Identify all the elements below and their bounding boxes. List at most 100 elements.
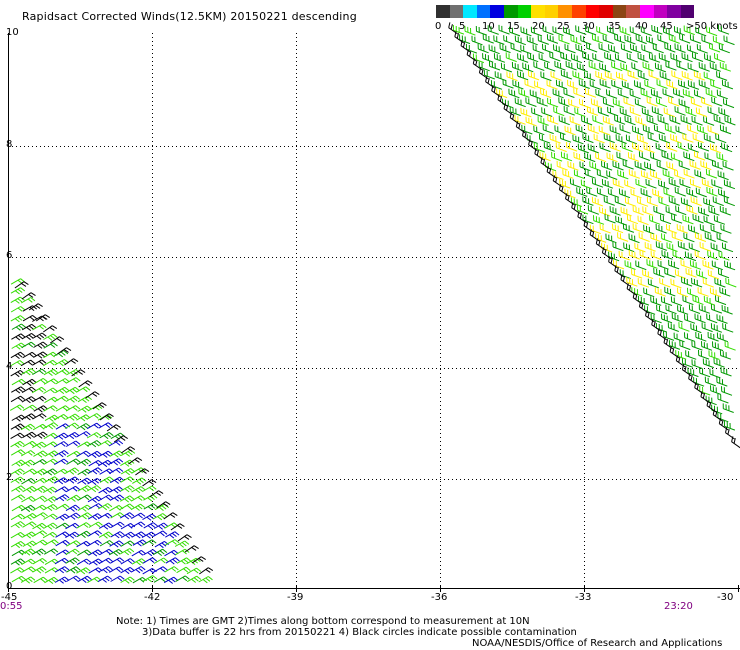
wind-barb: [691, 277, 703, 288]
wind-barb: [32, 423, 48, 431]
wind-barb: [656, 97, 668, 108]
wind-barb: [21, 323, 37, 331]
wind-barb: [661, 150, 673, 161]
wind-barb: [21, 386, 37, 394]
wind-barb: [698, 79, 710, 90]
wind-barb: [506, 71, 518, 82]
wind-barb: [602, 116, 614, 126]
wind-barb: [163, 512, 178, 520]
wind-barb: [681, 70, 693, 81]
wind-barb: [582, 196, 594, 206]
wind-barb: [54, 359, 69, 367]
wind-barb: [595, 233, 607, 243]
wind-barb: [21, 368, 36, 376]
wind-barb: [554, 60, 566, 71]
wind-barb: [152, 548, 168, 556]
wind-barb: [661, 233, 673, 243]
scale-label: 30: [582, 21, 595, 32]
wind-barb: [552, 26, 564, 36]
wind-barb: [20, 504, 36, 513]
wind-barb: [55, 539, 70, 547]
wind-barb: [690, 196, 702, 207]
wind-barb: [724, 340, 736, 351]
wind-barb: [22, 440, 37, 448]
x-tick-label: -45: [1, 592, 18, 603]
wind-barb: [20, 423, 36, 431]
wind-barb: [568, 98, 580, 109]
wind-barb: [702, 277, 714, 288]
wind-barb: [642, 124, 654, 135]
wind-barb: [558, 115, 570, 126]
wind-barb: [640, 188, 652, 198]
wind-barb: [44, 476, 60, 484]
wind-barb: [152, 530, 168, 537]
wind-barb: [603, 133, 615, 144]
wind-barb: [532, 44, 544, 54]
wind-barb: [77, 485, 92, 493]
wind-barb: [143, 494, 158, 502]
wind-barb: [76, 450, 91, 458]
wind-barb: [718, 24, 730, 35]
wind-barb: [663, 331, 675, 341]
wind-barb: [692, 295, 704, 305]
wind-barb: [606, 25, 619, 36]
wind-barb: [77, 395, 93, 403]
wind-barb: [143, 549, 158, 557]
wind-barb: [546, 34, 559, 44]
wind-barb: [723, 196, 735, 207]
wind-barb: [666, 79, 678, 90]
wind-barb: [153, 566, 168, 573]
wind-barb: [21, 495, 36, 503]
wind-barb: [696, 44, 708, 54]
wind-barb: [66, 450, 82, 458]
wind-barb: [98, 450, 113, 458]
wind-barb: [688, 224, 700, 235]
wind-barb: [722, 403, 734, 413]
wind-barb: [576, 62, 588, 73]
wind-barb: [703, 71, 715, 82]
wind-barb: [520, 26, 532, 37]
wind-barb: [77, 512, 93, 520]
wind-barb: [65, 557, 80, 565]
wind-barb: [98, 494, 114, 501]
wind-barb: [11, 549, 27, 557]
wind-barb: [725, 277, 737, 288]
wind-barb: [88, 467, 103, 475]
scale-swatch: [490, 5, 504, 18]
wind-barb: [142, 479, 157, 487]
wind-barb: [698, 349, 710, 360]
wind-barb: [582, 52, 594, 62]
wind-barb: [699, 224, 711, 234]
wind-barb: [702, 358, 714, 369]
wind-barb: [618, 250, 630, 261]
wind-barb: [42, 468, 58, 476]
wind-barb: [589, 224, 601, 235]
wind-barb: [164, 549, 179, 557]
wind-barb: [10, 306, 26, 313]
wind-barb: [686, 205, 698, 215]
wind-barb: [650, 89, 663, 99]
wind-barb: [685, 106, 697, 117]
wind-barb: [109, 494, 125, 502]
wind-barb: [525, 97, 537, 107]
wind-barb: [10, 521, 26, 529]
x-tick-label: -39: [287, 592, 304, 603]
wind-barb: [661, 250, 673, 260]
wind-barb: [97, 512, 113, 520]
wind-barb: [700, 160, 712, 171]
wind-barb: [577, 143, 589, 154]
y-tick-label: 4: [6, 361, 13, 372]
wind-barb: [66, 377, 81, 384]
wind-barb: [540, 88, 552, 99]
wind-barb: [10, 278, 26, 285]
wind-barb: [662, 88, 674, 99]
wind-barb: [721, 304, 733, 315]
wind-barb: [33, 512, 48, 519]
wind-barb: [119, 548, 135, 556]
wind-barb: [635, 116, 647, 126]
wind-barb: [11, 459, 26, 467]
wind-barb: [33, 450, 48, 458]
wind-barb: [640, 26, 652, 36]
wind-barb: [10, 476, 25, 484]
wind-barb: [626, 52, 638, 63]
